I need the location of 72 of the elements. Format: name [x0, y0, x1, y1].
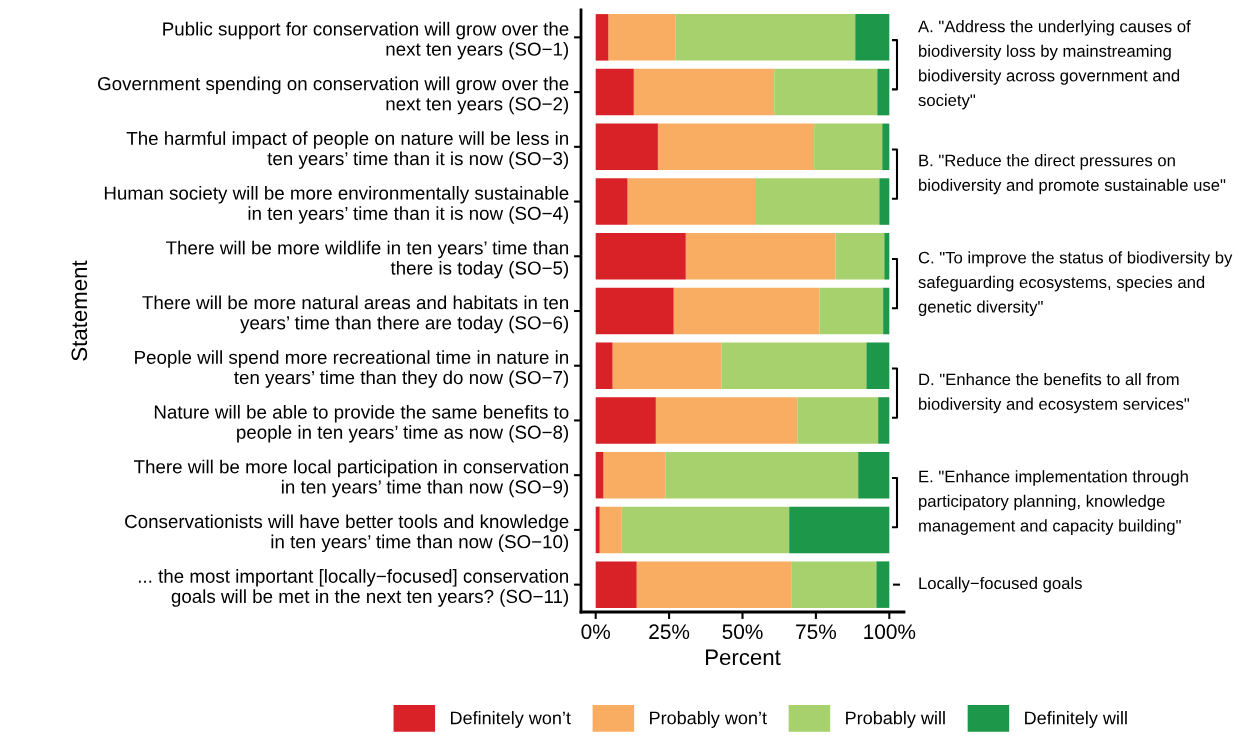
y-tick-label: People will spend more recreational time in nature in ten years’ time than they do now (SO−7) — [135, 350, 569, 388]
bar — [595, 561, 637, 608]
x-tick-label: 50% — [722, 624, 763, 640]
bar — [855, 14, 890, 61]
y-tick-label: There will be more local participation in conservation in ten years’ time than now (SO−9) — [134, 459, 569, 498]
x-tick-label: 25% — [649, 624, 690, 640]
bar — [595, 178, 628, 225]
text: D. "Enhance the benefits to all from biodiversity and ecosystem services" — [919, 373, 1190, 414]
y-tick-label: Public support for conservation will grow over the next ten years (SO−1) — [163, 21, 569, 60]
bar — [866, 342, 890, 389]
bar — [791, 561, 877, 608]
y-tick-label: There will be more natural areas and habitats in ten years’ time than there are today (SO−6) — [142, 295, 569, 334]
bar — [595, 233, 686, 280]
legend-label: Definitely will — [1025, 711, 1127, 728]
bar — [603, 451, 666, 499]
y-tick-label: Conservationists will have better tools and knowledge in ten years’ time than now (SO−10) — [125, 514, 569, 553]
text: E. "Enhance implementation through participatory planning, knowledge management and capacity building" — [919, 470, 1188, 535]
legend-label: Definitely won’t — [450, 711, 571, 728]
bar — [756, 178, 880, 225]
bar — [633, 68, 775, 116]
bar — [858, 451, 890, 499]
bar — [774, 68, 878, 116]
bar — [595, 397, 656, 444]
x-tick-label: 75% — [796, 624, 837, 640]
bar — [595, 68, 634, 116]
bar — [657, 123, 815, 171]
bar — [878, 397, 890, 444]
y-tick-label: Nature will be able to provide the same benefits to people in ten years’ time as now (SO−8) — [154, 404, 569, 443]
bar — [835, 233, 885, 280]
bar — [627, 178, 757, 225]
bar — [721, 342, 867, 389]
bar — [595, 506, 600, 554]
x-tick-label: 0% — [581, 624, 610, 640]
bar — [636, 561, 792, 608]
legend-label: Probably will — [846, 711, 945, 728]
text: C. "To improve the status of biodiversity by safeguarding ecosystems, species and genetic diversity" — [918, 251, 1233, 316]
y-axis-title: Statement — [71, 260, 88, 361]
bar — [675, 14, 856, 61]
bar — [814, 123, 883, 171]
bar — [685, 233, 836, 280]
y-tick-label: The harmful impact of people on nature will be less in ten years’ time than it is now (SO−3) — [126, 131, 569, 169]
bar — [665, 451, 859, 499]
y-tick-label: Government spending on conservation will grow over the next ten years (SO−2) — [98, 76, 569, 115]
bar — [621, 506, 790, 554]
text: B. "Reduce the direct pressures on biodiversity and promote sustainable use" — [919, 154, 1226, 195]
bar — [608, 14, 676, 61]
bar — [884, 233, 890, 280]
bar — [595, 14, 609, 61]
bar — [612, 342, 722, 389]
bar — [595, 342, 613, 389]
x-tick-label: 100% — [864, 624, 916, 640]
bar — [595, 451, 604, 499]
bar — [876, 561, 890, 608]
bar — [595, 287, 674, 335]
x-axis-title: Percent — [706, 649, 781, 666]
bar — [789, 506, 890, 554]
bar — [819, 287, 884, 335]
bar — [883, 287, 890, 335]
bar — [797, 397, 879, 444]
bar — [673, 287, 820, 335]
bar — [877, 68, 890, 116]
bar — [879, 178, 890, 225]
y-tick-label: ... the most important [locally−focused] conservation goals will be met in the next ten years? (SO−11) — [138, 569, 569, 607]
bar — [595, 123, 658, 171]
y-tick-label: There will be more wildlife in ten years’ time than there is today (SO−5) — [166, 240, 569, 279]
bar — [882, 123, 890, 171]
text: A. "Address the underlying causes of biodiversity loss by mainstreaming biodiversity across government and society" — [918, 20, 1191, 110]
bar — [599, 506, 622, 554]
legend-label: Probably won’t — [650, 711, 767, 728]
y-tick-label: Human society will be more environmentally sustainable in ten years’ time than it is now (SO−4) — [104, 186, 569, 224]
text: Locally−focused goals — [919, 576, 1082, 593]
bar — [655, 397, 798, 444]
